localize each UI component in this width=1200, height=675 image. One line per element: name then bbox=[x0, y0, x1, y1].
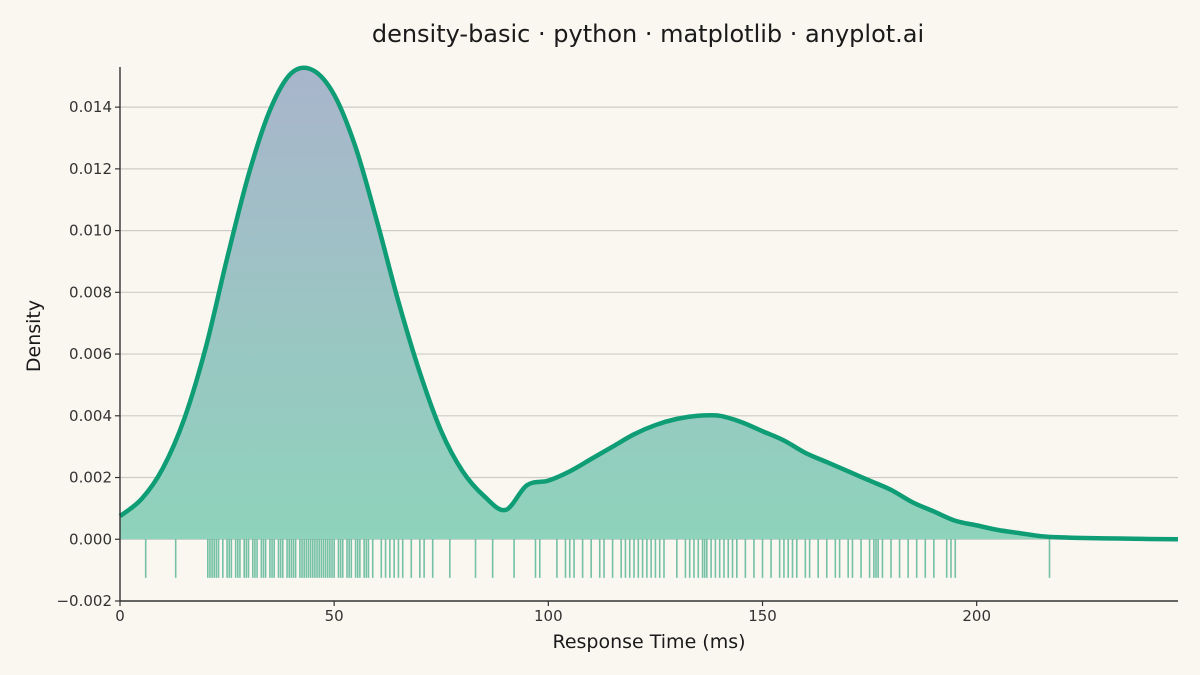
y-tick-label: 0.004 bbox=[69, 407, 112, 425]
x-tick-label: 100 bbox=[534, 607, 563, 625]
density-curve bbox=[118, 65, 1179, 542]
y-tick-label: 0.010 bbox=[69, 222, 112, 240]
y-tick-label: 0.002 bbox=[69, 469, 112, 487]
y-tick-label: 0.006 bbox=[69, 345, 112, 363]
y-axis-label: Density bbox=[23, 300, 45, 372]
x-tick-label: 0 bbox=[115, 607, 125, 625]
x-ticks: 0 50 100 150 200 bbox=[115, 601, 991, 625]
x-tick-label: 50 bbox=[325, 607, 344, 625]
y-tick-label: 0.012 bbox=[69, 160, 112, 178]
y-tick-label: 0.000 bbox=[69, 530, 112, 548]
rug-marks bbox=[144, 539, 1051, 578]
y-ticks: −0.002 0.000 0.002 0.004 0.006 0.008 0.010 0.01… bbox=[56, 98, 120, 610]
y-tick-label: 0.014 bbox=[69, 98, 112, 116]
x-axis-label: Response Time (ms) bbox=[552, 631, 745, 653]
chart-title: density-basic · python · matplotlib · an… bbox=[372, 20, 924, 48]
y-tick-label: 0.008 bbox=[69, 283, 112, 301]
x-tick-label: 200 bbox=[962, 607, 991, 625]
y-tick-label: −0.002 bbox=[56, 592, 112, 610]
x-tick-label: 150 bbox=[748, 607, 777, 625]
density-fill-area bbox=[120, 67, 1178, 540]
